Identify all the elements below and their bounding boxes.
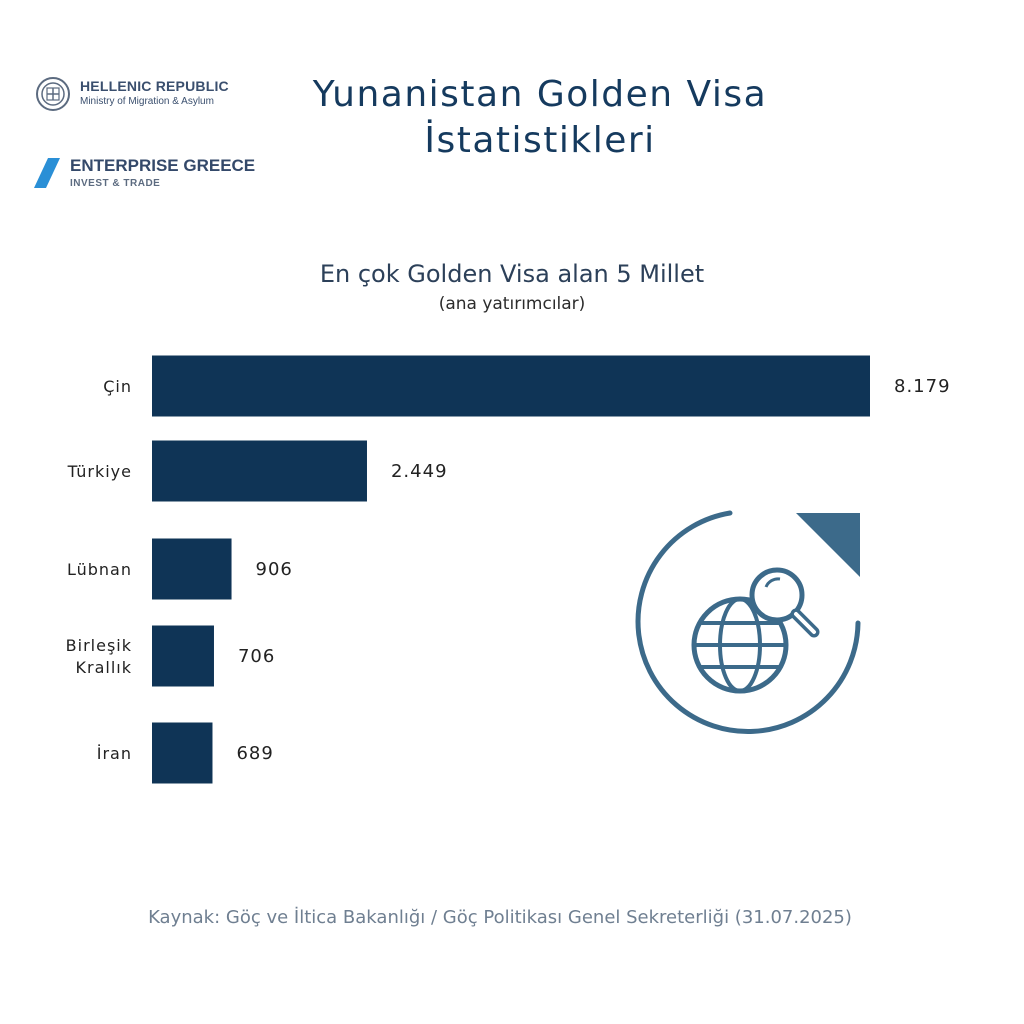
hellenic-logo-line2: Ministry of Migration & Asylum (80, 96, 214, 107)
category-label: Türkiye (67, 462, 132, 481)
bar (152, 355, 870, 417)
globe-search-icon (635, 510, 861, 735)
bar (152, 625, 214, 687)
hellenic-logo-line1: HELLENIC REPUBLIC (80, 78, 229, 94)
hellenic-republic-logo: HELLENIC REPUBLIC Ministry of Migration … (34, 74, 264, 114)
category-label: Birleşik Krallık (66, 636, 132, 677)
page-title: Yunanistan Golden Visa İstatistikleri (240, 72, 840, 164)
enterprise-slash-icon (34, 158, 60, 188)
bar (152, 538, 232, 600)
page-title-line1: Yunanistan Golden Visa (312, 74, 768, 115)
category-label: Çin (103, 377, 132, 396)
bar-chart: 8.179 Çin 2.449 Türkiye 906 Lübnan 706 Birleşik… (66, 355, 951, 784)
value-label: 689 (236, 743, 273, 764)
page-title-line2: İstatistikleri (424, 120, 656, 161)
bar (152, 440, 367, 502)
enterprise-greece-logo: ENTERPRISE GREECE INVEST & TRADE (34, 154, 264, 194)
chart-title: En çok Golden Visa alan 5 Millet (319, 260, 705, 288)
chart-subtitle: (ana yatırımcılar) (438, 294, 586, 314)
bar (152, 722, 213, 784)
value-label: 2.449 (391, 461, 448, 482)
source-note: Kaynak: Göç ve İltica Bakanlığı / Göç Po… (148, 907, 852, 928)
category-label: İran (97, 744, 132, 763)
value-label: 706 (238, 646, 275, 667)
enterprise-logo-line2: INVEST & TRADE (70, 178, 161, 189)
hellenic-emblem-icon (36, 77, 70, 111)
value-label: 8.179 (894, 376, 951, 397)
category-label: Lübnan (67, 560, 132, 579)
value-label: 906 (256, 559, 293, 580)
enterprise-logo-line1: ENTERPRISE GREECE (70, 156, 256, 175)
